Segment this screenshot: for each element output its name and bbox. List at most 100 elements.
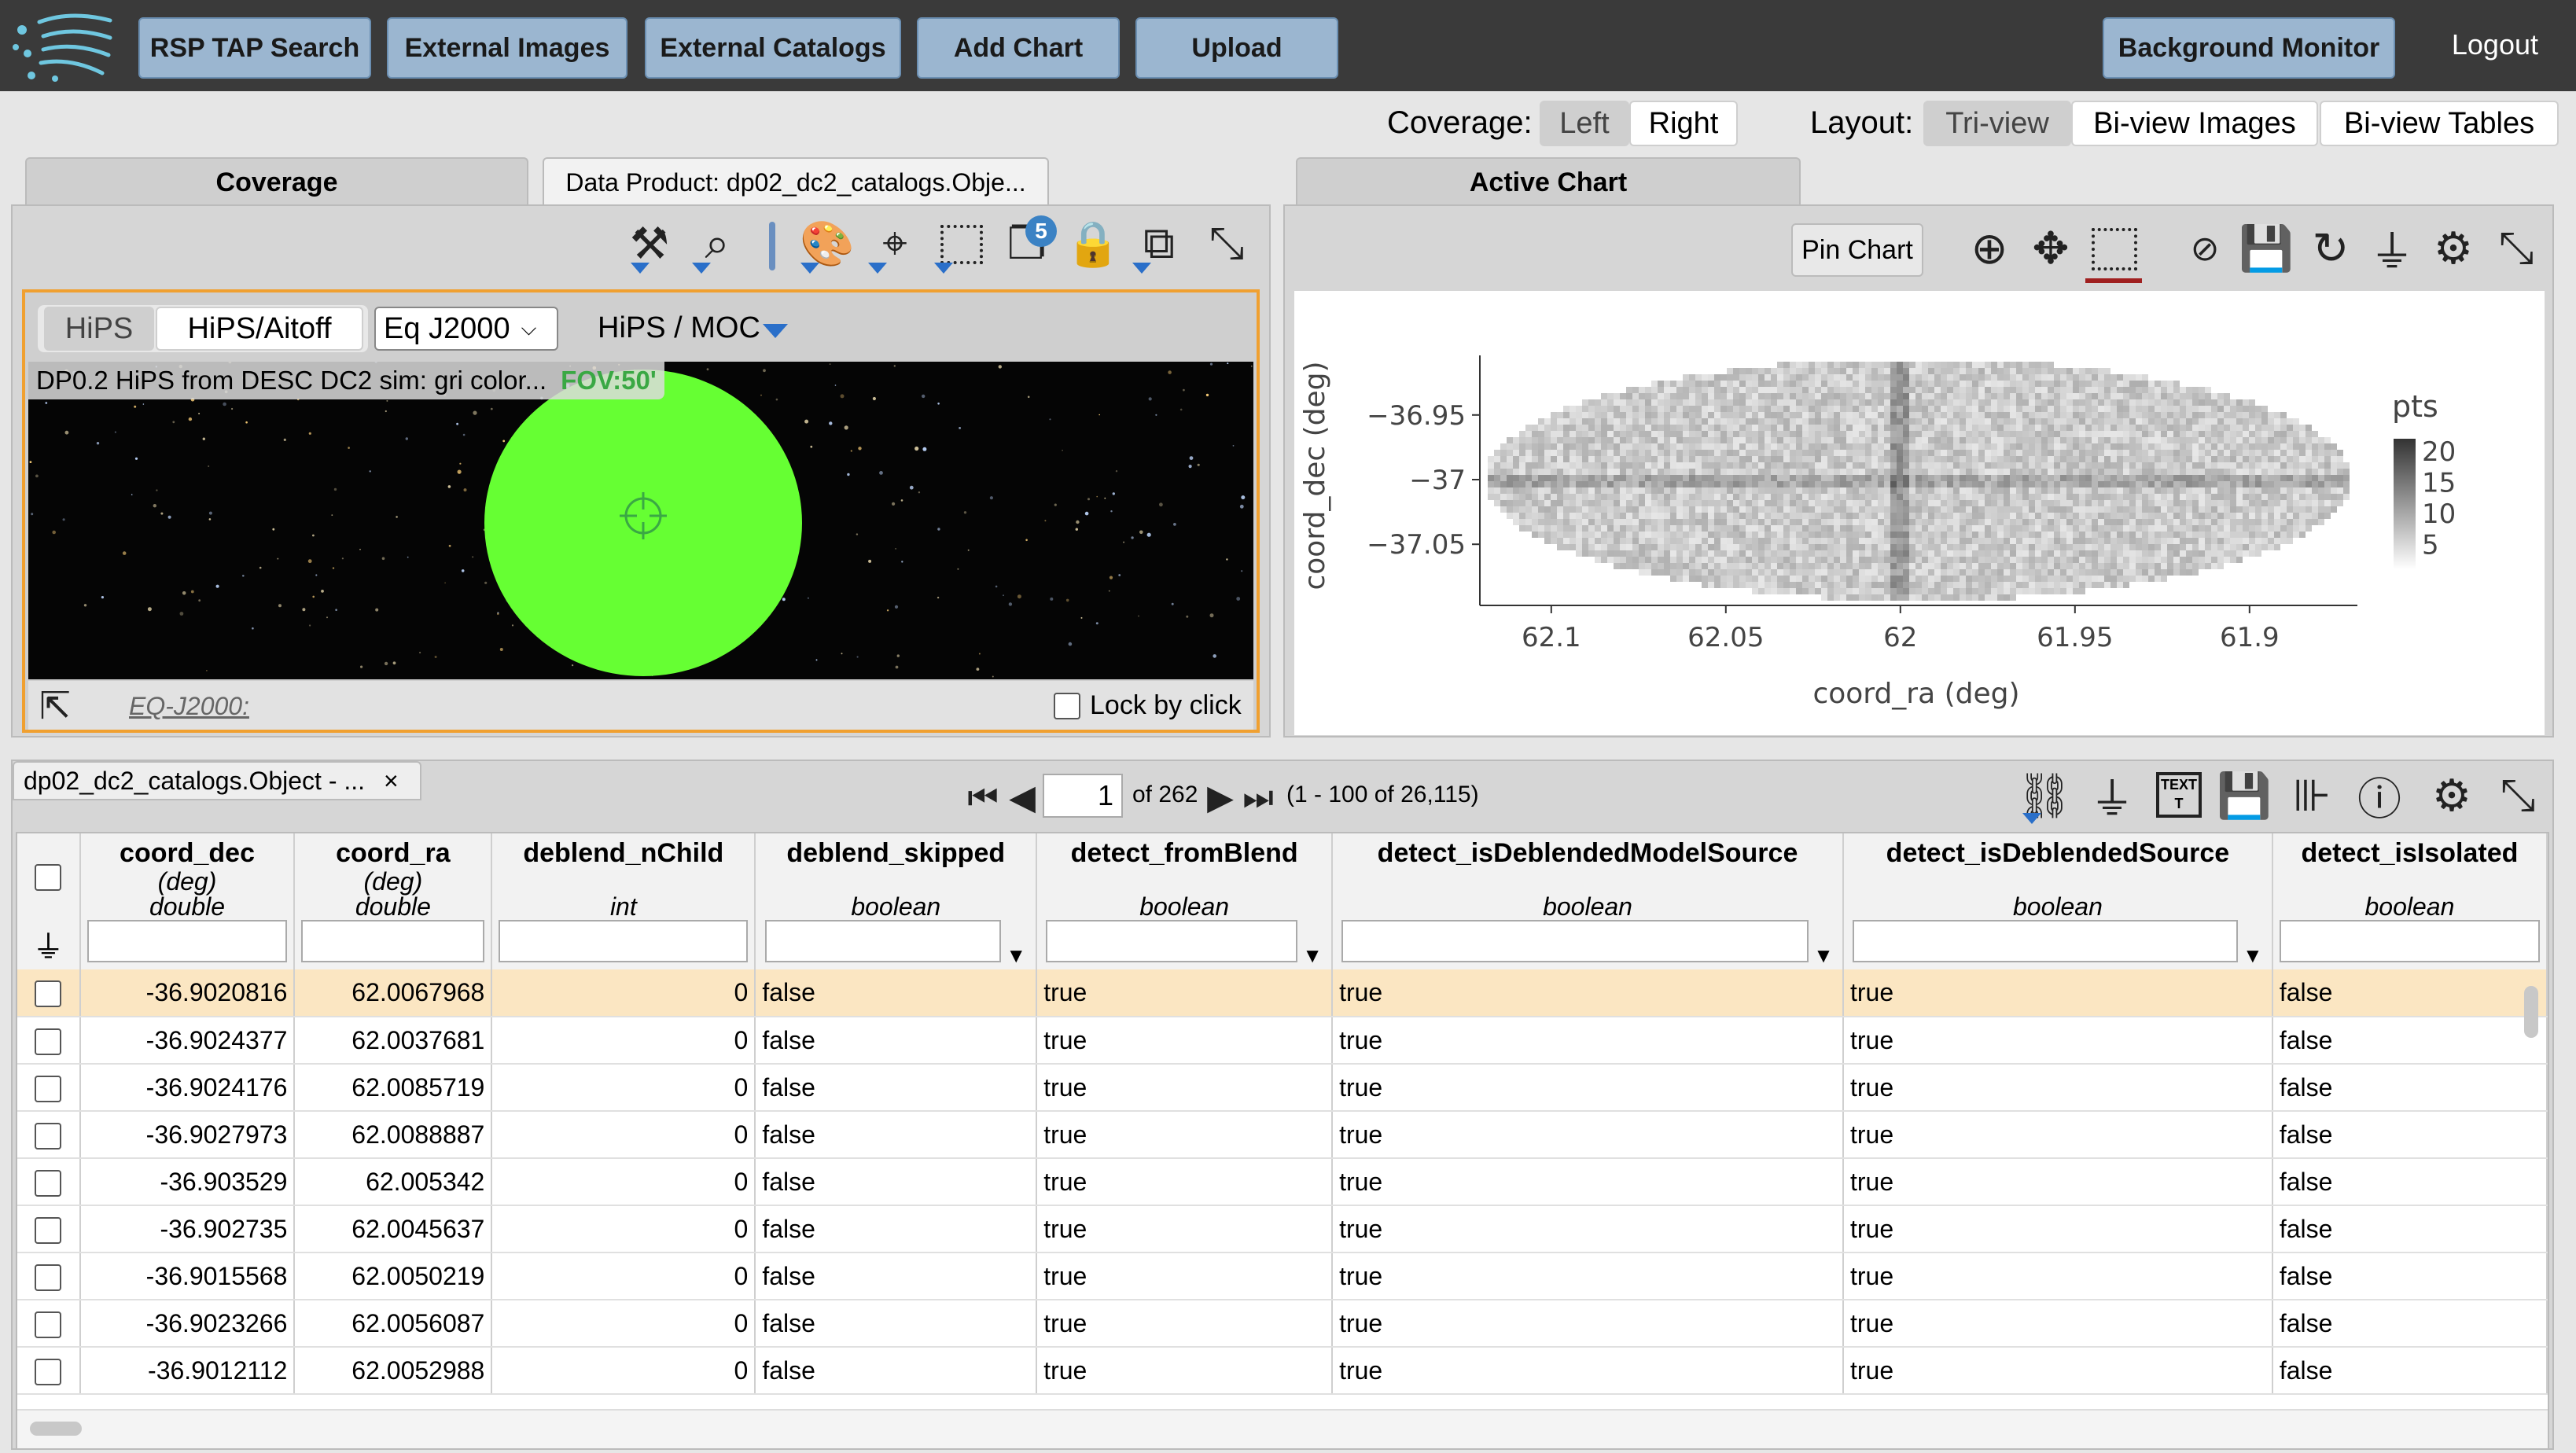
- row-checkbox[interactable]: [35, 980, 62, 1008]
- row-select-cell[interactable]: [17, 1253, 81, 1300]
- save-icon[interactable]: 💾: [2217, 771, 2272, 822]
- last-page-icon[interactable]: ⏭: [1242, 777, 1274, 818]
- settings-icon[interactable]: ⚙: [2431, 770, 2472, 822]
- chart-area[interactable]: 62.1 62.05 62 61.95 61.9 −36.95 −37 −37.05 20 15 1…: [1294, 291, 2545, 735]
- row-checkbox[interactable]: [35, 1075, 62, 1102]
- expand-icon[interactable]: ⤡: [2500, 770, 2536, 821]
- pin-chart-button[interactable]: Pin Chart: [1791, 223, 1923, 277]
- col-header[interactable]: deblend_skipped boolean: [755, 833, 1038, 919]
- table-tab[interactable]: dp02_dc2_catalogs.Object - ... ×: [13, 761, 421, 800]
- table-row[interactable]: -36.9027973 62.0088887 0 false true true true f…: [17, 1111, 2548, 1159]
- row-checkbox[interactable]: [35, 1311, 62, 1338]
- projection-hips-toggle[interactable]: HiPS: [44, 307, 154, 351]
- row-checkbox[interactable]: [35, 1216, 62, 1244]
- coverage-right-toggle[interactable]: Right: [1629, 101, 1738, 146]
- column-filter-input[interactable]: [499, 920, 749, 962]
- image-viewer[interactable]: HiPS HiPS/Aitoff Eq J2000 ⌵ HiPS / MOC D…: [22, 289, 1260, 733]
- scrollbar-thumb[interactable]: [30, 1422, 82, 1436]
- column-filter-input[interactable]: [1341, 920, 1809, 962]
- coord-system-select[interactable]: Eq J2000 ⌵: [374, 307, 558, 351]
- filter-icon[interactable]: ⏚: [2090, 774, 2134, 826]
- add-column-icon[interactable]: ⊪: [2292, 770, 2331, 822]
- col-header[interactable]: coord_ra (deg) double: [294, 833, 493, 919]
- select-icon[interactable]: [2092, 228, 2137, 270]
- next-page-icon[interactable]: ▶: [1207, 777, 1234, 818]
- coverage-left-toggle[interactable]: Left: [1540, 101, 1629, 146]
- row-checkbox[interactable]: [35, 1264, 62, 1291]
- prev-page-icon[interactable]: ◀: [1009, 777, 1036, 818]
- restore-icon[interactable]: ↻: [2312, 223, 2350, 274]
- row-checkbox[interactable]: [35, 1169, 62, 1197]
- select-area-icon[interactable]: [940, 225, 983, 264]
- lock-by-click-checkbox[interactable]: [1054, 692, 1080, 719]
- col-header[interactable]: detect_isDeblendedModelSource boolean: [1332, 833, 1844, 919]
- row-checkbox[interactable]: [35, 1028, 62, 1055]
- save-icon[interactable]: 💾: [2239, 223, 2294, 274]
- table-row[interactable]: -36.903529 62.005342 0 false true true true fal…: [17, 1158, 2548, 1206]
- vertical-scrollbar-thumb[interactable]: [2524, 986, 2538, 1038]
- col-header[interactable]: coord_dec (deg) double: [79, 833, 296, 919]
- row-select-cell[interactable]: [17, 1158, 81, 1206]
- filter-icon[interactable]: ⏚: [2370, 226, 2414, 278]
- select-all-cell[interactable]: [17, 833, 81, 919]
- popout-icon[interactable]: ⇱: [39, 684, 72, 728]
- column-filter-input[interactable]: [86, 920, 288, 962]
- column-filter-input[interactable]: [301, 920, 485, 962]
- row-select-cell[interactable]: [17, 1347, 81, 1395]
- pan-icon[interactable]: ✥: [2032, 223, 2070, 274]
- hips-moc-menu[interactable]: HiPS / MOC: [598, 311, 760, 344]
- table-row[interactable]: -36.9024377 62.0037681 0 false true true true f…: [17, 1017, 2548, 1065]
- tab-data-product[interactable]: Data Product: dp02_dc2_catalogs.Obje...: [543, 157, 1049, 206]
- expand-icon[interactable]: ⤡: [1209, 218, 1245, 269]
- layout-biview-images-toggle[interactable]: Bi-view Images: [2071, 101, 2318, 146]
- upload-button[interactable]: Upload: [1135, 17, 1338, 79]
- logout-link[interactable]: Logout: [2451, 28, 2538, 61]
- background-monitor-button[interactable]: Background Monitor: [2103, 17, 2395, 79]
- add-chart-button[interactable]: Add Chart: [917, 17, 1120, 79]
- data-table[interactable]: coord_dec (deg) double coord_ra (deg) double…: [16, 832, 2549, 1450]
- external-catalogs-button[interactable]: External Catalogs: [645, 17, 901, 79]
- row-select-cell[interactable]: [17, 969, 81, 1017]
- chevron-down-icon[interactable]: ▼: [1006, 944, 1027, 967]
- horizontal-scrollbar[interactable]: [17, 1409, 2548, 1448]
- row-select-cell[interactable]: [17, 1300, 81, 1348]
- column-filter-input[interactable]: [2279, 920, 2540, 962]
- col-header[interactable]: detect_fromBlend boolean: [1036, 833, 1334, 919]
- lock-layers-icon[interactable]: ⧉: [1143, 218, 1175, 269]
- external-images-button[interactable]: External Images: [387, 17, 627, 79]
- col-header[interactable]: detect_isDeblendedSource boolean: [1842, 833, 2273, 919]
- table-row[interactable]: -36.9020816 62.0067968 0 false true true true f…: [17, 969, 2548, 1017]
- table-row[interactable]: -36.9024176 62.0085719 0 false true true true f…: [17, 1064, 2548, 1112]
- rsp-tap-search-button[interactable]: RSP TAP Search: [138, 17, 371, 79]
- zoom-icon[interactable]: ⌕: [705, 218, 730, 269]
- col-header[interactable]: detect_isIsolated boolean: [2272, 833, 2548, 919]
- chevron-down-icon[interactable]: ▼: [2243, 944, 2263, 967]
- lock-colors-icon[interactable]: 🔒: [1065, 219, 1121, 270]
- settings-icon[interactable]: ⚙: [2433, 223, 2474, 274]
- layout-biview-tables-toggle[interactable]: Bi-view Tables: [2320, 101, 2559, 146]
- row-checkbox[interactable]: [35, 1122, 62, 1150]
- zoom-1x-icon[interactable]: ⊘: [2190, 228, 2220, 269]
- chevron-down-icon[interactable]: ▼: [1302, 944, 1323, 967]
- col-header[interactable]: deblend_nChild int: [491, 833, 756, 919]
- tab-active-chart[interactable]: Active Chart: [1296, 157, 1801, 206]
- row-select-cell[interactable]: [17, 1064, 81, 1112]
- page-input[interactable]: 1: [1043, 774, 1123, 818]
- column-filter-input[interactable]: [1853, 920, 2239, 962]
- zoom-in-icon[interactable]: ⊕: [1971, 223, 2008, 274]
- text-view-icon[interactable]: TEXT T: [2156, 772, 2202, 818]
- hips-moc-dropdown-icon[interactable]: [763, 324, 788, 338]
- projection-aitoff-toggle[interactable]: HiPS/Aitoff: [156, 307, 363, 351]
- table-row[interactable]: -36.9023266 62.0056087 0 false true true true f…: [17, 1300, 2548, 1348]
- filter-icon[interactable]: ⏚: [17, 919, 81, 969]
- expand-icon[interactable]: ⤡: [2498, 223, 2534, 274]
- color-palette-icon[interactable]: 🎨: [800, 219, 855, 270]
- select-all-checkbox[interactable]: [35, 864, 62, 892]
- row-checkbox[interactable]: [35, 1358, 62, 1385]
- info-icon[interactable]: ⓘ: [2357, 774, 2401, 826]
- row-select-cell[interactable]: [17, 1111, 81, 1159]
- lock-by-click[interactable]: Lock by click: [1054, 690, 1242, 721]
- column-filter-input[interactable]: [765, 920, 1002, 962]
- sky-image[interactable]: [28, 362, 1253, 679]
- chevron-down-icon[interactable]: ▼: [1813, 944, 1834, 967]
